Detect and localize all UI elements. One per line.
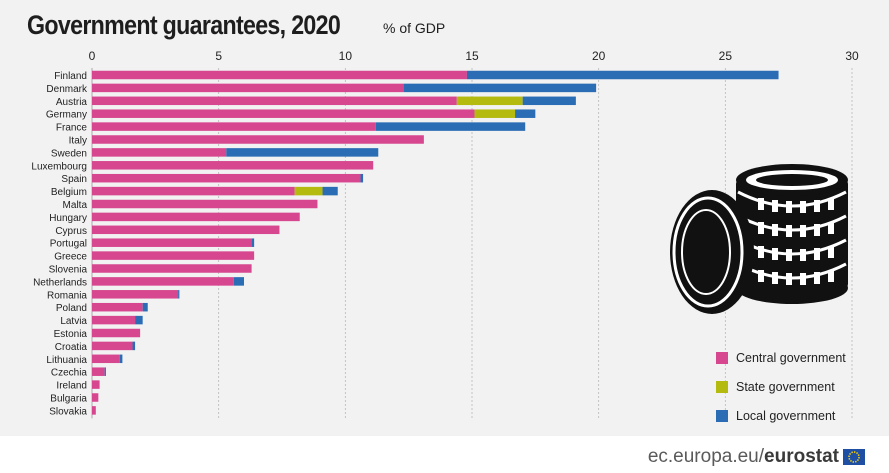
x-tick-label: 25 (719, 49, 733, 63)
category-label: Croatia (55, 342, 88, 353)
legend-label-local: Local government (736, 409, 836, 423)
bar-local (466, 70, 779, 80)
bar-central (92, 393, 99, 402)
category-label: Malta (63, 200, 88, 211)
coin-stack-icon (670, 164, 848, 314)
x-tick-label: 30 (845, 49, 859, 63)
category-label: Bulgaria (50, 394, 87, 405)
legend-label-state: State government (736, 380, 835, 394)
bar-local (226, 148, 379, 157)
category-label: Lithuania (46, 355, 87, 366)
bar-local (142, 302, 148, 312)
bar-central (92, 70, 467, 80)
source-url: ec.europa.eu/ (647, 446, 765, 467)
x-tick-label: 10 (339, 49, 353, 63)
category-label: Netherlands (33, 277, 87, 288)
bar-central (92, 225, 280, 235)
bar-local (522, 96, 576, 106)
bar-central (92, 251, 255, 260)
bar-central (92, 148, 227, 157)
legend-swatch-state (716, 381, 728, 393)
eu-flag-icon (843, 449, 865, 465)
legend-swatch-central (716, 352, 728, 364)
bar-local (233, 277, 244, 286)
bar-local (135, 315, 143, 325)
category-label: Belgium (51, 187, 87, 198)
bar-local (375, 122, 526, 131)
bar-central (92, 199, 318, 209)
category-label: Finland (54, 71, 87, 82)
bar-central (92, 290, 179, 299)
category-label: Slovakia (49, 406, 87, 417)
category-label: Luxembourg (31, 161, 87, 172)
bar-central (92, 328, 141, 338)
source-footer: ec.europa.eu/ eurostat (648, 446, 865, 468)
bar-central (92, 96, 457, 106)
chart-legend: Central government State government Loca… (716, 350, 846, 437)
category-label: Cyprus (55, 226, 87, 237)
bar-local (251, 238, 255, 247)
bar-local (104, 367, 106, 376)
legend-item-local: Local government (716, 408, 846, 424)
bar-state (456, 96, 523, 106)
category-label: Sweden (51, 148, 87, 159)
legend-label-central: Central government (736, 351, 846, 365)
bar-central (92, 277, 234, 286)
category-label: Ireland (56, 381, 87, 392)
bar-central (92, 161, 374, 170)
legend-item-state: State government (716, 379, 846, 395)
category-label: Italy (69, 136, 87, 147)
x-tick-label: 0 (89, 49, 96, 63)
category-label: Hungary (49, 213, 87, 224)
category-label: Latvia (60, 316, 87, 327)
bar-state (474, 109, 516, 118)
x-tick-label: 20 (592, 49, 606, 63)
category-label: Spain (61, 174, 87, 185)
bar-state (294, 186, 323, 196)
category-label: Portugal (50, 239, 87, 250)
category-label: Czechia (51, 368, 88, 379)
bar-local (322, 186, 338, 196)
bar-local (360, 173, 364, 183)
bar-local (119, 354, 123, 364)
bar-local (515, 109, 536, 118)
bar-central (92, 406, 96, 415)
legend-swatch-local (716, 410, 728, 422)
category-label: Greece (54, 252, 87, 263)
bar-central (92, 380, 100, 389)
bar-central (92, 302, 143, 312)
bar-central (92, 315, 136, 325)
category-label: Austria (56, 97, 88, 108)
title-wrap: Government guarantees, 2020 (27, 10, 391, 41)
bar-central (92, 367, 105, 376)
category-label: France (56, 123, 88, 134)
bar-chart: 0 5 10 15 20 25 30 Finland Denmark Austria Germany… (31, 49, 859, 419)
bar-local (403, 83, 597, 93)
bar-central (92, 135, 424, 144)
x-tick-label: 5 (215, 49, 222, 63)
bar-central (92, 354, 120, 364)
category-label: Germany (46, 110, 87, 121)
legend-item-central: Central government (716, 350, 846, 366)
eurostat-logo-text: eurostat (764, 446, 839, 467)
bar-local (132, 341, 136, 351)
bar-central (92, 109, 475, 118)
bar-central (92, 83, 404, 93)
category-label: Estonia (54, 329, 88, 340)
bar-central (92, 122, 376, 131)
bar-central (92, 264, 252, 273)
category-label: Denmark (46, 84, 88, 95)
bar-central (92, 173, 361, 183)
bar-central (92, 341, 133, 351)
chart-title: Government guarantees, 2020 (27, 10, 341, 40)
category-label: Poland (56, 303, 87, 314)
category-label: Romania (47, 290, 87, 301)
x-tick-label: 15 (465, 49, 479, 63)
chart-subtitle: % of GDP (383, 20, 446, 36)
bar-central (92, 238, 252, 247)
bar-central (92, 186, 295, 196)
category-label: Slovenia (49, 265, 88, 276)
bar-local (178, 290, 180, 299)
bar-central (92, 212, 300, 222)
